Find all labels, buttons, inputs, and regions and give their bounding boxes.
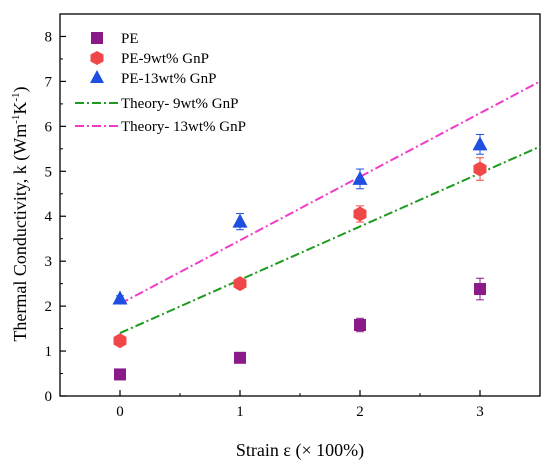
error-bars <box>116 133 484 378</box>
y-axis-title-sup2: -1 <box>10 92 22 101</box>
tick-marks <box>60 35 481 397</box>
point-pe-9wt-gnp <box>353 206 367 222</box>
x-axis-title: Strain ε (× 100%) <box>236 440 364 461</box>
legend: PE PE-9wt% GnP PE-13wt% GnP Theory- 9wt%… <box>75 31 246 135</box>
point-pe-9wt-gnp <box>473 161 487 177</box>
y-axis-title-end: ) <box>10 86 31 92</box>
point-pe-9wt-gnp <box>113 333 127 349</box>
y-tick-labels: 0 1 2 3 4 5 6 7 8 <box>45 29 53 405</box>
y-tick-label: 6 <box>45 119 53 135</box>
x-tick-labels: 0 1 2 3 <box>116 404 484 420</box>
x-tick-label: 1 <box>236 404 244 420</box>
legend-marker-pe-9wt <box>90 51 104 65</box>
legend-label-pe: PE <box>121 31 139 47</box>
y-axis-title-mid: K <box>10 102 30 115</box>
legend-label-theory-9wt: Theory- 9wt% GnP <box>121 96 238 112</box>
line-theory-9wt-gnp <box>119 145 541 334</box>
point-pe <box>474 283 486 296</box>
legend-item-pe: PE <box>91 31 139 47</box>
point-pe <box>114 368 126 381</box>
y-axis-title-main: Thermal Conductivity, k (Wm <box>10 124 31 342</box>
x-tick-label: 2 <box>356 404 364 420</box>
point-pe-13wt-gnp <box>472 136 488 151</box>
point-pe-13wt-gnp <box>352 170 368 185</box>
legend-label-pe-9wt: PE-9wt% GnP <box>121 51 209 67</box>
y-tick-label: 3 <box>45 254 53 270</box>
y-tick-label: 7 <box>45 74 53 90</box>
legend-item-pe-9wt: PE-9wt% GnP <box>90 51 209 67</box>
y-tick-label: 8 <box>45 29 53 45</box>
y-tick-label: 0 <box>45 389 53 405</box>
point-pe-9wt-gnp <box>233 276 247 292</box>
legend-label-pe-13wt: PE-13wt% GnP <box>121 71 216 87</box>
y-axis-title: Thermal Conductivity, k (Wm-1K-1) <box>10 86 31 341</box>
x-tick-label: 0 <box>116 404 124 420</box>
y-axis-title-sup1: -1 <box>10 115 22 124</box>
data-points <box>112 136 488 381</box>
legend-label-theory-13wt: Theory- 13wt% GnP <box>121 119 246 135</box>
legend-marker-pe-13wt <box>90 70 104 83</box>
point-pe <box>354 318 366 331</box>
legend-item-theory-9wt: Theory- 9wt% GnP <box>75 96 238 112</box>
y-tick-label: 5 <box>45 164 53 180</box>
legend-item-theory-13wt: Theory- 13wt% GnP <box>75 119 246 135</box>
point-pe-13wt-gnp <box>232 213 248 228</box>
legend-item-pe-13wt: PE-13wt% GnP <box>90 70 216 87</box>
y-tick-label: 2 <box>45 299 53 315</box>
y-tick-label: 4 <box>45 209 53 225</box>
line-theory-13wt-gnp <box>119 80 541 305</box>
theory-lines <box>119 80 541 334</box>
point-pe <box>234 351 246 364</box>
y-tick-label: 1 <box>45 344 53 360</box>
point-pe-13wt-gnp <box>112 290 128 305</box>
x-tick-label: 3 <box>476 404 484 420</box>
legend-marker-pe <box>91 32 103 44</box>
